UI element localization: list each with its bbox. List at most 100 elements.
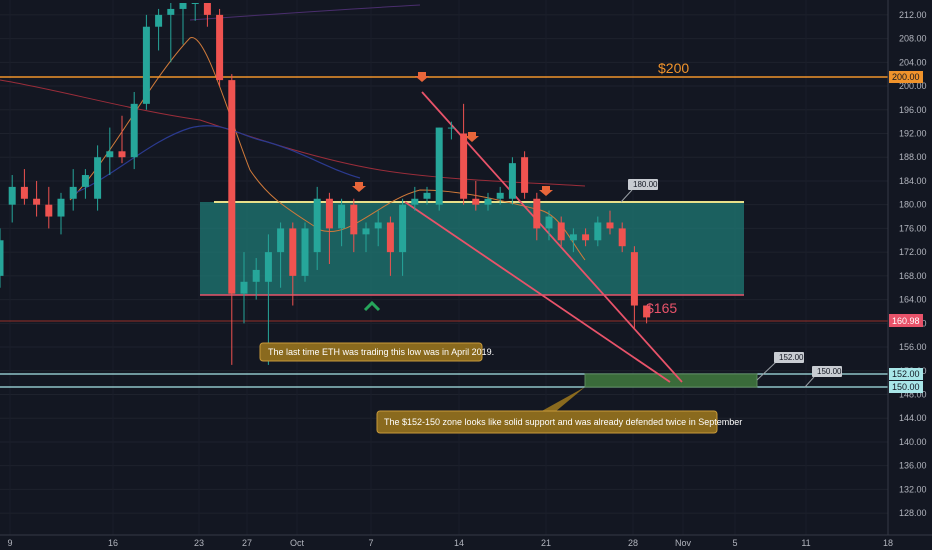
candle: [484, 192, 492, 211]
candle: [142, 14, 150, 110]
candle: [167, 3, 175, 63]
candle-body: [472, 198, 480, 205]
price-tag-150-text: 150.00: [892, 382, 920, 392]
candle: [521, 151, 529, 199]
candle: [582, 228, 590, 247]
candle-body: [447, 127, 455, 129]
candle-body: [94, 157, 102, 199]
candle-body: [533, 198, 541, 229]
candle-body: [203, 3, 211, 15]
candle: [411, 186, 419, 211]
price-tick-label: 188.00: [899, 152, 927, 162]
candle-body: [350, 204, 358, 235]
tag-connector: [756, 361, 777, 381]
support-zone-box: [584, 373, 758, 388]
level-165-label: $165: [646, 300, 677, 316]
callout-support-text: The $152-150 zone looks like solid suppo…: [384, 417, 742, 427]
time-tick-label: Oct: [290, 538, 305, 548]
candle: [606, 210, 614, 235]
candle: [240, 252, 248, 324]
time-tick-label: 16: [108, 538, 118, 548]
candle-body: [606, 222, 614, 229]
price-tick-label: 204.00: [899, 57, 927, 67]
candle-body: [521, 157, 529, 193]
candle-body: [167, 8, 175, 15]
price-tag-current-text: 160.98: [892, 316, 920, 326]
candle: [0, 228, 4, 288]
candle-body: [118, 151, 126, 158]
candle: [106, 127, 114, 176]
level-tag-180-text: 180.00: [633, 180, 658, 189]
tag-connector: [620, 189, 633, 203]
candle-body: [496, 192, 504, 199]
candle-body: [460, 133, 468, 199]
candle: [20, 169, 28, 205]
candle: [313, 186, 321, 270]
arrow-down-marker: [539, 186, 553, 196]
candle: [472, 180, 480, 211]
price-tick-label: 132.00: [899, 484, 927, 494]
price-tick-label: 164.00: [899, 295, 927, 305]
candle: [643, 305, 651, 324]
price-tag-200-text: 200.00: [892, 72, 920, 82]
candlestick-series: [0, 3, 651, 365]
price-tag-200: [889, 71, 923, 83]
candle-body: [81, 175, 89, 187]
level-200-label: $200: [658, 60, 689, 76]
time-tick-label: 21: [541, 538, 551, 548]
candle: [118, 115, 126, 164]
price-tick-label: 136.00: [899, 461, 927, 471]
candle-body: [142, 26, 150, 104]
callout-april-text: The last time ETH was trading this low w…: [268, 347, 494, 357]
tag-connector: [804, 376, 815, 388]
chevron-up-marker: [363, 300, 381, 312]
level-tag-150: [812, 366, 842, 377]
price-tag-150: [889, 381, 923, 393]
candle-body: [155, 14, 163, 27]
candle: [460, 103, 468, 205]
candle-body: [582, 234, 590, 241]
price-tick-label: 176.00: [899, 223, 927, 233]
candle: [350, 198, 358, 253]
candle: [386, 216, 394, 276]
price-tick-label: 172.00: [899, 247, 927, 257]
price-tick-label: 148.00: [899, 390, 927, 400]
time-tick-label: 27: [242, 538, 252, 548]
price-tick-label: 208.00: [899, 34, 927, 44]
candle-body: [106, 151, 114, 158]
candle: [33, 180, 41, 217]
price-tick-label: 192.00: [899, 129, 927, 139]
price-tick-label: 200.00: [899, 81, 927, 91]
price-tick-label: 156.00: [899, 342, 927, 352]
level-tag-152: [774, 352, 804, 363]
price-tag-152-text: 152.00: [892, 369, 920, 379]
candle-body: [45, 204, 53, 217]
arrow-down-marker: [465, 132, 479, 142]
candle: [252, 258, 260, 300]
candle-body: [557, 222, 565, 241]
candle-body: [8, 186, 16, 205]
moving-average-blue: [69, 125, 361, 196]
price-tick-label: 180.00: [899, 200, 927, 210]
callout-pointer: [540, 387, 585, 412]
candle: [557, 216, 565, 247]
candle: [399, 198, 407, 276]
candle-body: [411, 198, 419, 205]
candle-body: [216, 14, 224, 81]
price-tick-label: 128.00: [899, 508, 927, 518]
time-tick-label: 7: [368, 538, 373, 548]
candle-body: [618, 228, 626, 247]
time-tick-label: 14: [454, 538, 464, 548]
candle: [155, 8, 163, 51]
candle-body: [277, 228, 285, 253]
time-axis: 9 16 23 27 Oct 7 14 21 28 Nov 5 11 18: [7, 538, 893, 548]
candle: [277, 222, 285, 288]
time-tick-label: 18: [883, 538, 893, 548]
candle: [374, 210, 382, 247]
candle-body: [264, 252, 272, 282]
trendline-lower: [404, 201, 671, 383]
price-tick-label: 184.00: [899, 176, 927, 186]
candle: [45, 186, 53, 229]
candle: [618, 222, 626, 253]
